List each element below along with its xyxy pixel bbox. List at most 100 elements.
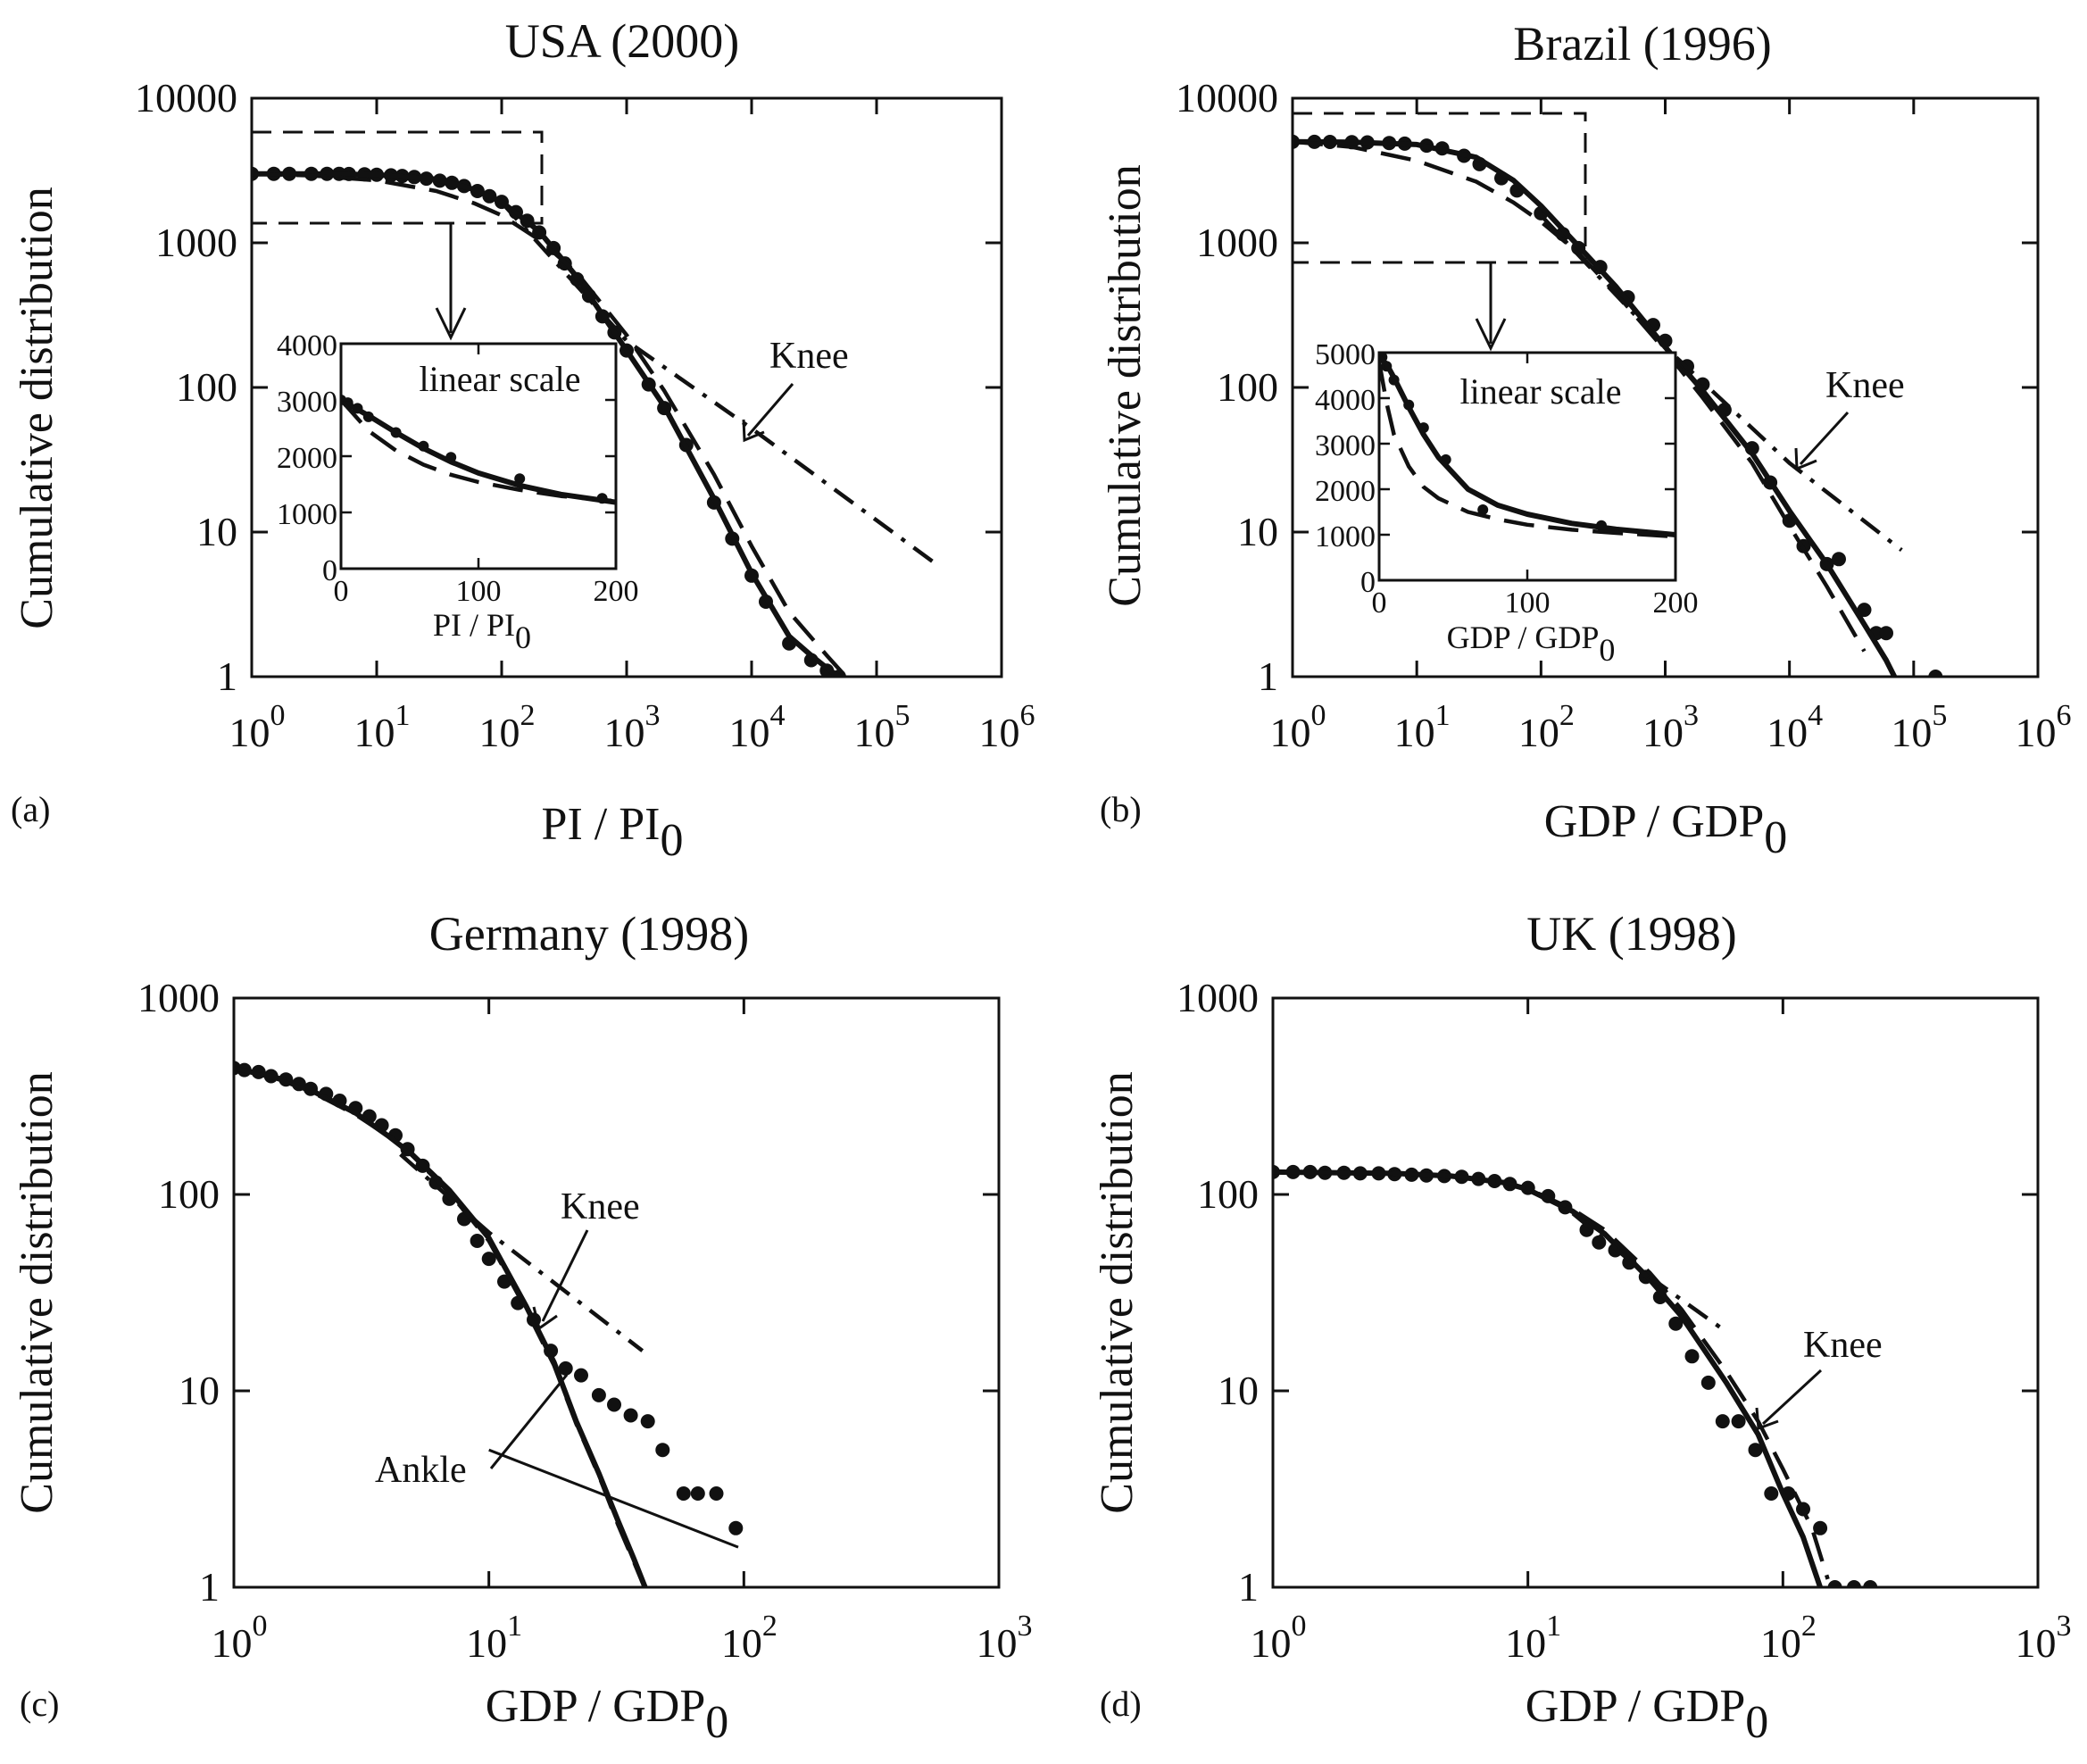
panel-b-inset-point-6 [1477,504,1489,515]
panel-c-ankle-line-1 [489,1374,569,1469]
panel-a-inset-xtick-label-2: 200 [594,575,639,608]
panel-a-tag: (a) [11,789,50,829]
panel-b-xtick-base-1: 10 [1394,710,1435,755]
panel-a-ytick-label-4: 10000 [135,75,237,121]
panel-d-title: UK (1998) [1526,907,1736,961]
panel-b-xtick-base-5: 10 [1891,710,1932,755]
panel-b-xtick-base-2: 10 [1518,710,1559,755]
panel-c-xtick-base-3: 10 [977,1620,1018,1666]
panel-b-xtick-exp-3: 3 [1684,699,1699,732]
panel-d-y-ticks: 1 10 100 1000 [1177,975,2038,1610]
panel-a-x-ticks: 100 101 102 103 104 105 106 [229,98,1035,755]
panel-a-xtick-exp-1: 1 [395,699,411,732]
panel-b-xtick-exp-2: 2 [1559,699,1575,732]
panel-a-inset-xlabel: PI / PI0 [433,607,531,655]
panel-c-xlabel-main: GDP / GDP [486,1681,706,1732]
panel-b-knee-arrowhead [1794,447,1817,471]
panel-b-inset-xlabel: GDP / GDP0 [1447,620,1616,668]
panel-b-inset-ytick-label-4: 4000 [1315,384,1376,417]
panel-c-xtick-label-3: 103 [977,1610,1033,1666]
panel-b-xtick-base-4: 10 [1767,710,1808,755]
panel-c-xlabel-sub: 0 [705,1697,728,1748]
panel-a-zoom-arrowhead [435,307,467,341]
panel-a-xtick-exp-5: 5 [895,699,910,732]
panel-d-point-35 [1847,1580,1861,1587]
panel-c-xtick-label-2: 102 [721,1610,777,1666]
panel-b-zoom-box [1291,112,1587,264]
panel-d-xlabel-main: GDP / GDP [1526,1681,1746,1732]
panel-d-xtick-base-2: 10 [1760,1620,1801,1666]
panel-a-xtick-label-1: 101 [354,699,411,755]
panel-c-xlabel: GDP / GDP0 [486,1681,729,1748]
panel-a-inset-fit-dashed [341,398,616,503]
panel-b-inset-x-ticks: 0 100 200 [1372,353,1699,620]
panel-b-fit-solid [1293,138,1897,677]
panel-d-power-law [1571,1211,1728,1334]
panel-a-inset-label: linear scale [420,359,581,399]
panel-c-xtick-exp-3: 3 [1018,1610,1033,1643]
panel-d-point-24 [1668,1316,1684,1331]
panel-d-point-28 [1731,1414,1746,1429]
panel-d-point-34 [1827,1580,1842,1587]
panel-b-xtick-label-6: 106 [2016,699,2072,755]
panel-b-power-law [1539,213,1903,552]
panel-b-xtick-exp-5: 5 [1932,699,1947,732]
panel-b-fit-dashed [1293,139,1867,653]
panel-d-point-25 [1684,1349,1700,1364]
panel-b-plot [1293,134,1943,677]
panel-c-x-ticks: 100 101 102 103 [212,998,1033,1666]
panel-b-inset-ytick-label-3: 3000 [1315,429,1376,462]
panel-c-ytick-label-3: 1000 [137,975,220,1020]
panel-a-knee-label: Knee [769,336,849,377]
panel-a-inset-fit-solid [341,397,616,505]
panel-b-xlabel-main: GDP / GDP [1544,796,1765,847]
panel-b-xtick-label-1: 101 [1394,699,1451,755]
panel-c-ankle-label: Ankle [375,1450,467,1491]
panel-b-xtick-base-3: 10 [1642,710,1684,755]
panel-c-point-31 [676,1486,691,1501]
panel-d-frame [1271,996,2040,1589]
panel-a-ytick-label-2: 100 [176,364,237,410]
panel-d: UK (1998) Cumulative distribution 110100… [1092,907,2072,1748]
panel-c-point-34 [728,1520,744,1535]
panel-b-inset-xtick-label-0: 0 [1372,587,1387,620]
panel-b-xtick-label-5: 105 [1891,699,1947,755]
panel-c-power-law [399,1152,644,1352]
panel-b-inset-ytick-label-0: 0 [1360,566,1376,599]
panel-c-point-25 [574,1368,588,1383]
panel-b-xtick-exp-0: 0 [1311,699,1326,732]
panel-b-title: Brazil (1996) [1513,17,1771,71]
panel-b-xtick-label-2: 102 [1518,699,1575,755]
panel-c-knee-arrowhead [532,1306,558,1331]
panel-a-inset-xtick-label-1: 100 [456,575,502,608]
panel-a-xtick-label-6: 106 [979,699,1035,755]
panel-a-xtick-label-2: 102 [479,699,536,755]
panel-c-point-26 [591,1387,606,1402]
panel-c-xtick-exp-1: 1 [507,1610,522,1643]
panel-c-point-33 [709,1486,724,1501]
panel-b: Brazil (1996) Cumulative distribution 11… [1100,17,2072,863]
panel-b-inset-xlabel-sub: 0 [1599,632,1615,668]
panel-d-x-ticks: 100 101 102 103 [1251,998,2072,1666]
panel-d-tag: (d) [1100,1684,1142,1724]
panel-c-knee-arrow [541,1229,589,1322]
panel-d-point-26 [1700,1375,1716,1390]
panel-d-xtick-base-3: 10 [2016,1620,2057,1666]
panel-d-xtick-exp-2: 2 [1801,1610,1817,1643]
panel-b-inset-ytick-label-5: 5000 [1315,338,1376,371]
panel-c-point-19 [481,1252,496,1267]
panel-a-inset-ytick-label-0: 0 [322,554,337,587]
panel-b-xtick-exp-6: 6 [2057,699,2072,732]
panel-b-ytick-label-3: 1000 [1196,220,1278,265]
panel-b-xtick-label-3: 103 [1642,699,1699,755]
panel-b-inset-fit-dashed [1379,361,1675,539]
panel-c-tag: (c) [20,1684,59,1724]
panel-b-xlabel-sub: 0 [1764,812,1787,863]
panel-d-point-29 [1748,1443,1763,1458]
panel-a-xtick-label-3: 103 [604,699,661,755]
panel-a-xtick-base-4: 10 [729,710,770,755]
panel-b-ytick-label-1: 10 [1237,509,1278,554]
panel-a-xlabel-main: PI / PI [542,799,661,850]
